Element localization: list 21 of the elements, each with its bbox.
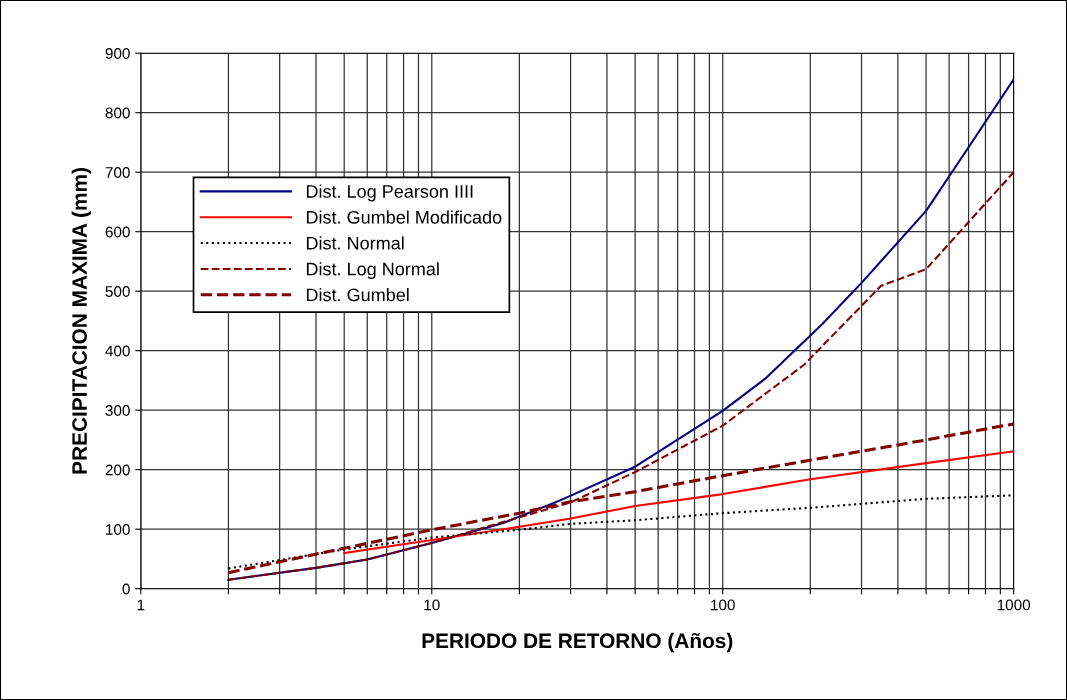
- y-tick-label: 700: [105, 167, 130, 178]
- y-axis-title: PRECIPITACION MAXIMA (mm): [71, 168, 92, 474]
- x-tick-label: 1: [137, 599, 145, 611]
- y-tick-label: 900: [105, 48, 130, 59]
- y-tick-label: 200: [105, 464, 130, 476]
- x-tick-label: 10: [424, 599, 440, 611]
- y-tick-label: 300: [105, 405, 130, 416]
- legend-label: Dist. Gumbel: [306, 288, 409, 302]
- x-axis-title: PERIODO DE RETORNO (Años): [422, 632, 733, 653]
- legend-label: Dist. Log Normal: [306, 262, 439, 279]
- legend-label: Dist. Gumbel Modificado: [306, 210, 502, 224]
- y-tick-label: 500: [105, 286, 130, 297]
- x-tick-label: 1000: [997, 599, 1031, 611]
- y-tick-label: 0: [122, 583, 130, 595]
- y-tick-label: 800: [105, 107, 130, 119]
- legend-label: Dist. Log Pearson IIII: [306, 184, 473, 202]
- y-tick-label: 600: [105, 226, 130, 238]
- y-tick-label: 400: [105, 345, 130, 357]
- x-tick-label: 100: [711, 599, 735, 611]
- legend-label: Dist. Normal: [306, 236, 404, 250]
- y-tick-label: 100: [106, 524, 130, 535]
